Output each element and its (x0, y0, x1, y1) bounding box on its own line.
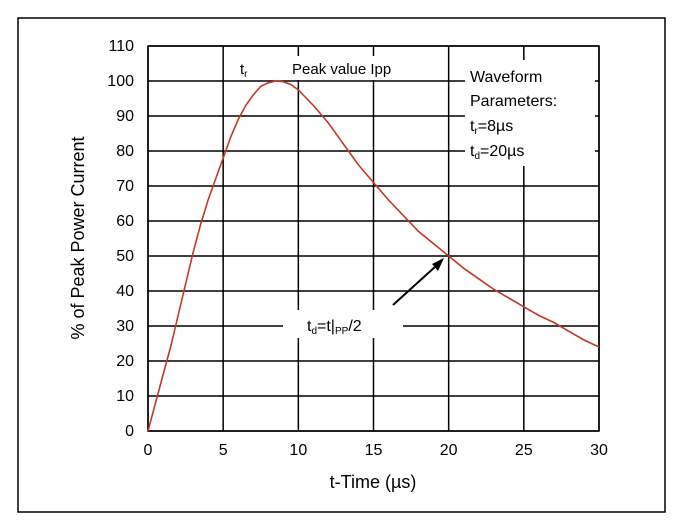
y-tick-label: 30 (116, 318, 134, 335)
params-title-line2: Parameters: (470, 93, 557, 110)
y-tick-label: 40 (116, 283, 134, 300)
y-tick-label: 10 (116, 388, 134, 405)
td-label: td=t|PP/2 (307, 318, 362, 337)
td-arrow-line (392, 265, 437, 306)
params-title-line1: Waveform (470, 69, 542, 86)
x-tick-label: 25 (515, 442, 533, 459)
y-tick-label: 20 (116, 353, 134, 370)
waveform-curve (147, 80, 600, 432)
y-tick-label: 0 (125, 423, 134, 440)
y-tick-label: 70 (116, 178, 134, 195)
y-tick-label: 100 (107, 73, 134, 90)
y-tick-label: 110 (108, 38, 134, 55)
x-axis-label: t-Time (µs) (330, 472, 417, 492)
y-tick-labels: 0 10 20 30 40 50 60 70 80 90 100 110 (107, 38, 134, 440)
peak-value-label: Peak value Ipp (292, 61, 391, 78)
y-tick-label: 50 (116, 248, 134, 265)
x-tick-label: 30 (590, 442, 608, 459)
param-decay-time: td=20µs (470, 143, 524, 162)
parameters-box (465, 60, 595, 166)
y-tick-label: 90 (116, 108, 134, 125)
tr-label: tr (240, 61, 248, 80)
y-tick-label: 80 (116, 143, 134, 160)
y-axis-label: % of Peak Power Current (68, 136, 88, 339)
td-arrow-head (432, 258, 444, 271)
x-tick-labels: 0 5 10 15 20 25 30 (144, 442, 608, 459)
x-tick-label: 0 (144, 442, 153, 459)
x-tick-label: 20 (440, 442, 458, 459)
param-rise-time: tr=8µs (470, 118, 513, 137)
x-tick-label: 10 (289, 442, 307, 459)
x-tick-label: 15 (365, 442, 383, 459)
y-tick-label: 60 (116, 213, 134, 230)
x-tick-label: 5 (219, 442, 228, 459)
peak-label-box (226, 56, 426, 80)
td-label-box (283, 310, 403, 338)
plot-area-border (147, 45, 600, 432)
